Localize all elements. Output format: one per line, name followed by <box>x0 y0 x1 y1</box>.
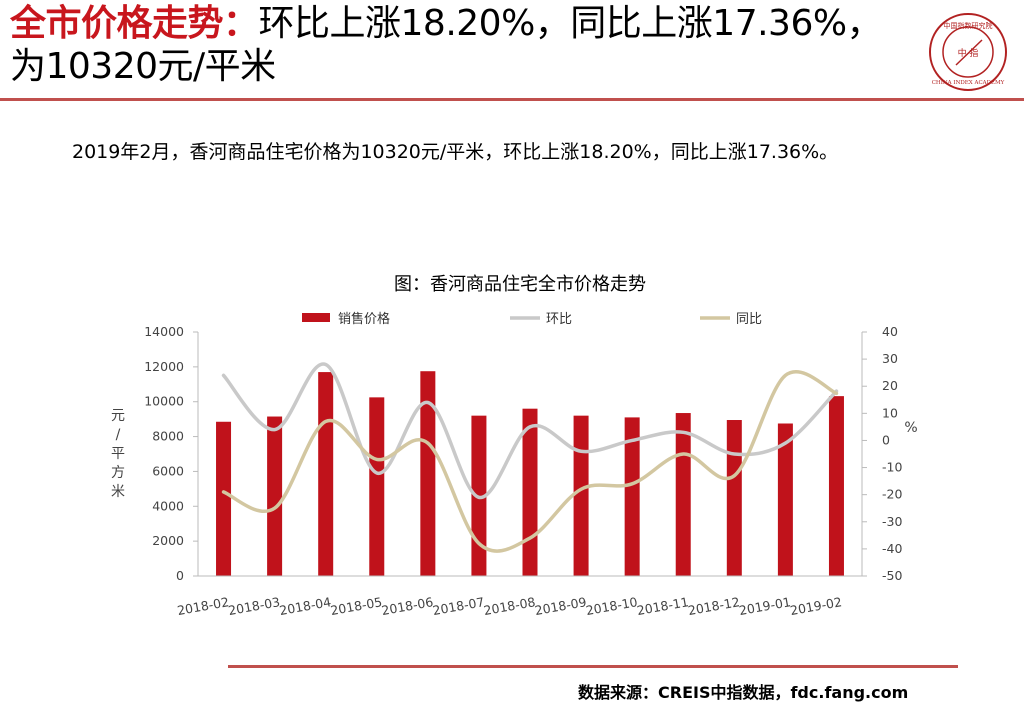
bar-price <box>726 420 742 576</box>
left-tick-label: 6000 <box>152 463 184 478</box>
right-axis-name: % <box>904 420 917 436</box>
left-y-axis: 0 2000 4000 6000 8000 10000 12000 14000 <box>144 324 199 583</box>
right-tick-label: -20 <box>882 487 902 502</box>
left-tick-label: 8000 <box>152 429 184 444</box>
x-tick-label: 2018-07 <box>431 594 485 618</box>
left-axis-name-char: 米 <box>111 484 125 500</box>
data-source: 数据来源：CREIS中指数据，fdc.fang.com <box>578 683 909 702</box>
line-mom <box>221 362 839 500</box>
bar-price <box>573 415 589 576</box>
bar-price <box>318 372 334 576</box>
x-axis: 2018-022018-032018-042018-052018-062018-… <box>176 575 862 618</box>
x-tick-label: 2018-04 <box>278 594 332 618</box>
legend-swatch-bar <box>302 313 330 322</box>
chart-legend: 销售价格 环比 同比 <box>302 311 762 327</box>
right-tick-label: 10 <box>882 405 898 420</box>
axis-names: 元 / 平方米% <box>111 408 918 500</box>
right-tick-label: 0 <box>882 432 890 447</box>
left-tick-label: 10000 <box>144 394 184 409</box>
bar-price <box>522 408 538 576</box>
x-tick-label: 2018-05 <box>329 594 383 618</box>
left-axis-name-char: 平 <box>111 446 125 462</box>
x-tick-label: 2018-10 <box>585 594 639 618</box>
left-tick-label: 2000 <box>152 533 184 548</box>
x-tick-label: 2018-02 <box>176 594 230 618</box>
summary-text: 2019年2月，香河商品住宅价格为10320元/平米，环比上涨18.20%，同比… <box>72 141 839 163</box>
bar-series-price <box>216 371 844 576</box>
page-title-rest: 环比上涨18.20%，同比上涨17.36%，为10320元/平米 <box>10 3 883 87</box>
bar-price <box>369 397 385 576</box>
left-axis-name-char: 方 <box>111 465 125 481</box>
left-tick-label: 14000 <box>144 324 184 339</box>
right-tick-label: -50 <box>882 568 902 583</box>
title-divider <box>0 98 1024 101</box>
left-tick-label: 0 <box>176 568 184 583</box>
left-axis-name-char: / <box>116 427 121 443</box>
logo-bottom-text: CHINA INDEX ACADEMY <box>932 80 1005 86</box>
legend-label: 销售价格 <box>338 311 390 327</box>
right-tick-label: 40 <box>882 324 898 339</box>
left-axis-name-char: 元 <box>111 408 125 424</box>
right-tick-label: -10 <box>882 460 902 475</box>
right-tick-label: 30 <box>882 351 898 366</box>
left-tick-label: 4000 <box>152 498 184 513</box>
chart-title: 图：香河商品住宅全市价格走势 <box>394 274 646 295</box>
bar-price <box>216 421 232 576</box>
china-index-academy-logo: 中国指数研究院 中 指 CHINA INDEX ACADEMY <box>929 13 1007 91</box>
x-tick-label: 2018-06 <box>380 594 434 618</box>
x-tick-label: 2018-09 <box>534 594 588 618</box>
bar-price <box>624 417 640 576</box>
x-tick-label: 2018-03 <box>227 594 281 618</box>
page-title-highlight: 全市价格走势： <box>10 3 259 44</box>
footer-divider <box>228 665 958 668</box>
left-tick-label: 12000 <box>144 359 184 374</box>
right-tick-label: -30 <box>882 514 902 529</box>
bar-price <box>267 416 283 576</box>
x-tick-label: 2019-01 <box>738 594 792 618</box>
x-tick-label: 2018-11 <box>636 594 690 618</box>
x-tick-label: 2018-08 <box>482 594 536 618</box>
x-tick-label: 2018-12 <box>687 594 741 618</box>
bar-price <box>420 371 436 576</box>
right-tick-label: -40 <box>882 541 902 556</box>
bar-price <box>675 413 691 576</box>
logo-top-text: 中国指数研究院 <box>944 21 993 30</box>
legend-label: 环比 <box>546 312 572 327</box>
right-tick-label: 20 <box>882 378 898 393</box>
right-y-axis: -50 -40 -30 -20 -10 0 10 20 30 40 <box>861 324 902 583</box>
legend-label: 同比 <box>736 312 762 327</box>
bar-price <box>777 423 793 576</box>
x-tick-label: 2019-02 <box>789 594 843 618</box>
bar-price <box>828 396 844 576</box>
line-series <box>221 362 839 553</box>
line-yoy <box>221 370 839 553</box>
page-title: 全市价格走势：环比上涨18.20%，同比上涨17.36%，为10320元/平米 <box>10 2 890 88</box>
